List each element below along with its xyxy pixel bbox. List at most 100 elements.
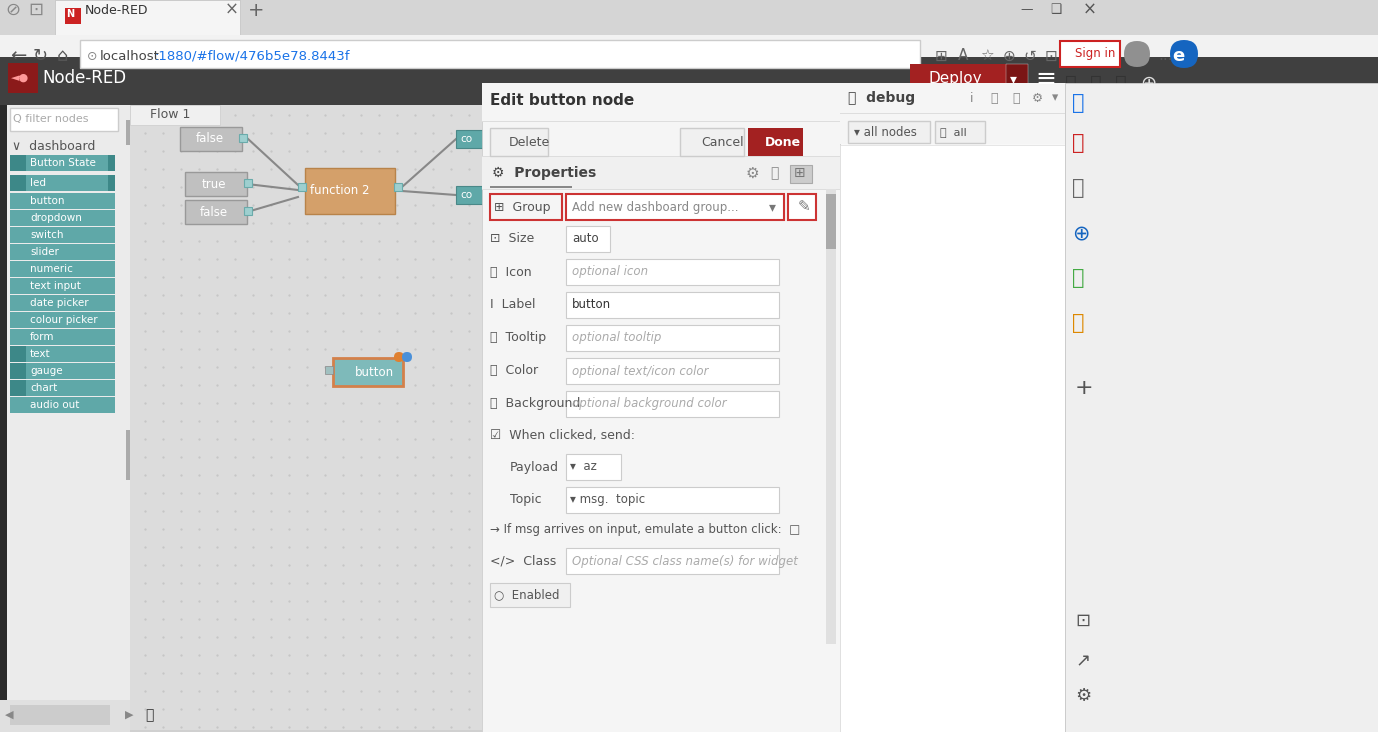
Bar: [482, 189, 841, 190]
Bar: [10, 346, 26, 362]
Bar: [10, 244, 114, 260]
Text: 🗑  all: 🗑 all: [940, 127, 967, 137]
Bar: [841, 114, 1065, 144]
Bar: [566, 548, 779, 574]
Text: Delete: Delete: [508, 135, 550, 149]
Text: +: +: [248, 1, 265, 20]
Bar: [10, 210, 114, 226]
Text: Done: Done: [765, 135, 801, 149]
Bar: [10, 175, 26, 191]
Text: i: i: [970, 92, 973, 105]
Text: Flow 1: Flow 1: [150, 108, 190, 122]
Text: optional icon: optional icon: [572, 266, 648, 278]
Text: auto: auto: [572, 233, 598, 245]
Bar: [10, 193, 114, 209]
Bar: [482, 83, 841, 121]
Text: N: N: [66, 9, 74, 19]
Bar: [107, 155, 114, 171]
Text: 👤: 👤: [1072, 178, 1084, 198]
Bar: [185, 172, 247, 196]
Bar: [566, 259, 779, 285]
Bar: [482, 83, 841, 732]
Text: I  Label: I Label: [491, 299, 536, 312]
Text: ←: ←: [10, 47, 26, 65]
Text: co: co: [460, 134, 473, 144]
Text: ▾ msg.  topic: ▾ msg. topic: [570, 493, 645, 507]
Bar: [788, 194, 816, 220]
Bar: [1006, 64, 1028, 94]
Text: 🖼  Icon: 🖼 Icon: [491, 266, 532, 278]
Text: ❑: ❑: [1050, 4, 1061, 17]
Text: Topic: Topic: [510, 493, 542, 507]
Text: ▾: ▾: [1051, 92, 1058, 105]
Text: switch: switch: [30, 230, 63, 240]
Text: Optional CSS class name(s) for widget: Optional CSS class name(s) for widget: [572, 555, 798, 567]
Bar: [125, 120, 130, 145]
Text: 📋: 📋: [989, 92, 998, 105]
Bar: [491, 583, 570, 607]
Text: ⊞  Group: ⊞ Group: [493, 201, 550, 214]
Bar: [244, 179, 252, 187]
Text: 🗺: 🗺: [1072, 313, 1084, 333]
Text: 🌐: 🌐: [1072, 268, 1084, 288]
FancyBboxPatch shape: [402, 352, 412, 362]
Text: ◄●: ◄●: [11, 73, 29, 83]
Bar: [10, 705, 110, 725]
Text: ⚙  Properties: ⚙ Properties: [492, 166, 597, 180]
Text: ▾: ▾: [1010, 72, 1017, 86]
Bar: [325, 366, 333, 374]
Bar: [491, 128, 548, 156]
Bar: [0, 105, 7, 732]
Bar: [8, 63, 39, 93]
Text: 📄: 📄: [770, 166, 779, 180]
Text: A: A: [958, 48, 969, 64]
Bar: [238, 134, 247, 142]
FancyBboxPatch shape: [1124, 41, 1151, 67]
Text: ⌂: ⌂: [56, 47, 69, 65]
FancyBboxPatch shape: [394, 352, 404, 362]
Text: localhost: localhost: [101, 50, 160, 62]
Text: Add new dashboard group...: Add new dashboard group...: [572, 201, 739, 214]
Bar: [491, 186, 572, 188]
Text: 🔧  debug: 🔧 debug: [847, 91, 915, 105]
Bar: [566, 194, 784, 220]
Text: ×: ×: [225, 1, 238, 19]
Bar: [10, 363, 114, 379]
Bar: [456, 186, 484, 204]
FancyBboxPatch shape: [1170, 40, 1197, 68]
Bar: [566, 487, 779, 513]
Bar: [456, 130, 484, 148]
Text: ...: ...: [1158, 48, 1173, 64]
Text: ↻: ↻: [33, 47, 48, 65]
Text: 🎨  Color: 🎨 Color: [491, 365, 539, 378]
Text: ⊡: ⊡: [1075, 612, 1090, 630]
Bar: [482, 157, 841, 189]
Text: ▾: ▾: [769, 200, 776, 214]
Bar: [10, 312, 114, 328]
Text: ⊕: ⊕: [1140, 74, 1156, 93]
Text: text input: text input: [30, 281, 81, 291]
Bar: [10, 175, 114, 191]
Text: co: co: [460, 190, 473, 200]
Text: 🛈  Tooltip: 🛈 Tooltip: [491, 332, 546, 345]
Text: gauge: gauge: [30, 366, 62, 376]
Text: true: true: [203, 177, 226, 190]
Text: form: form: [30, 332, 55, 342]
Text: ×: ×: [1083, 1, 1097, 19]
Text: ⊘: ⊘: [6, 1, 21, 19]
Bar: [10, 380, 26, 396]
Bar: [679, 128, 744, 156]
Bar: [566, 454, 621, 480]
Text: 🔔: 🔔: [1065, 74, 1076, 93]
Text: Cancel: Cancel: [701, 135, 744, 149]
Text: ⊞: ⊞: [936, 48, 948, 64]
Text: colour picker: colour picker: [30, 315, 98, 325]
Text: 🔔: 🔔: [1072, 93, 1084, 113]
Text: ☆: ☆: [980, 48, 994, 64]
Text: Q filter nodes: Q filter nodes: [12, 114, 88, 124]
Text: → If msg arrives on input, emulate a button click:  □: → If msg arrives on input, emulate a but…: [491, 523, 801, 537]
Bar: [10, 295, 114, 311]
Bar: [566, 226, 610, 252]
Bar: [130, 105, 220, 125]
Bar: [0, 0, 1378, 35]
